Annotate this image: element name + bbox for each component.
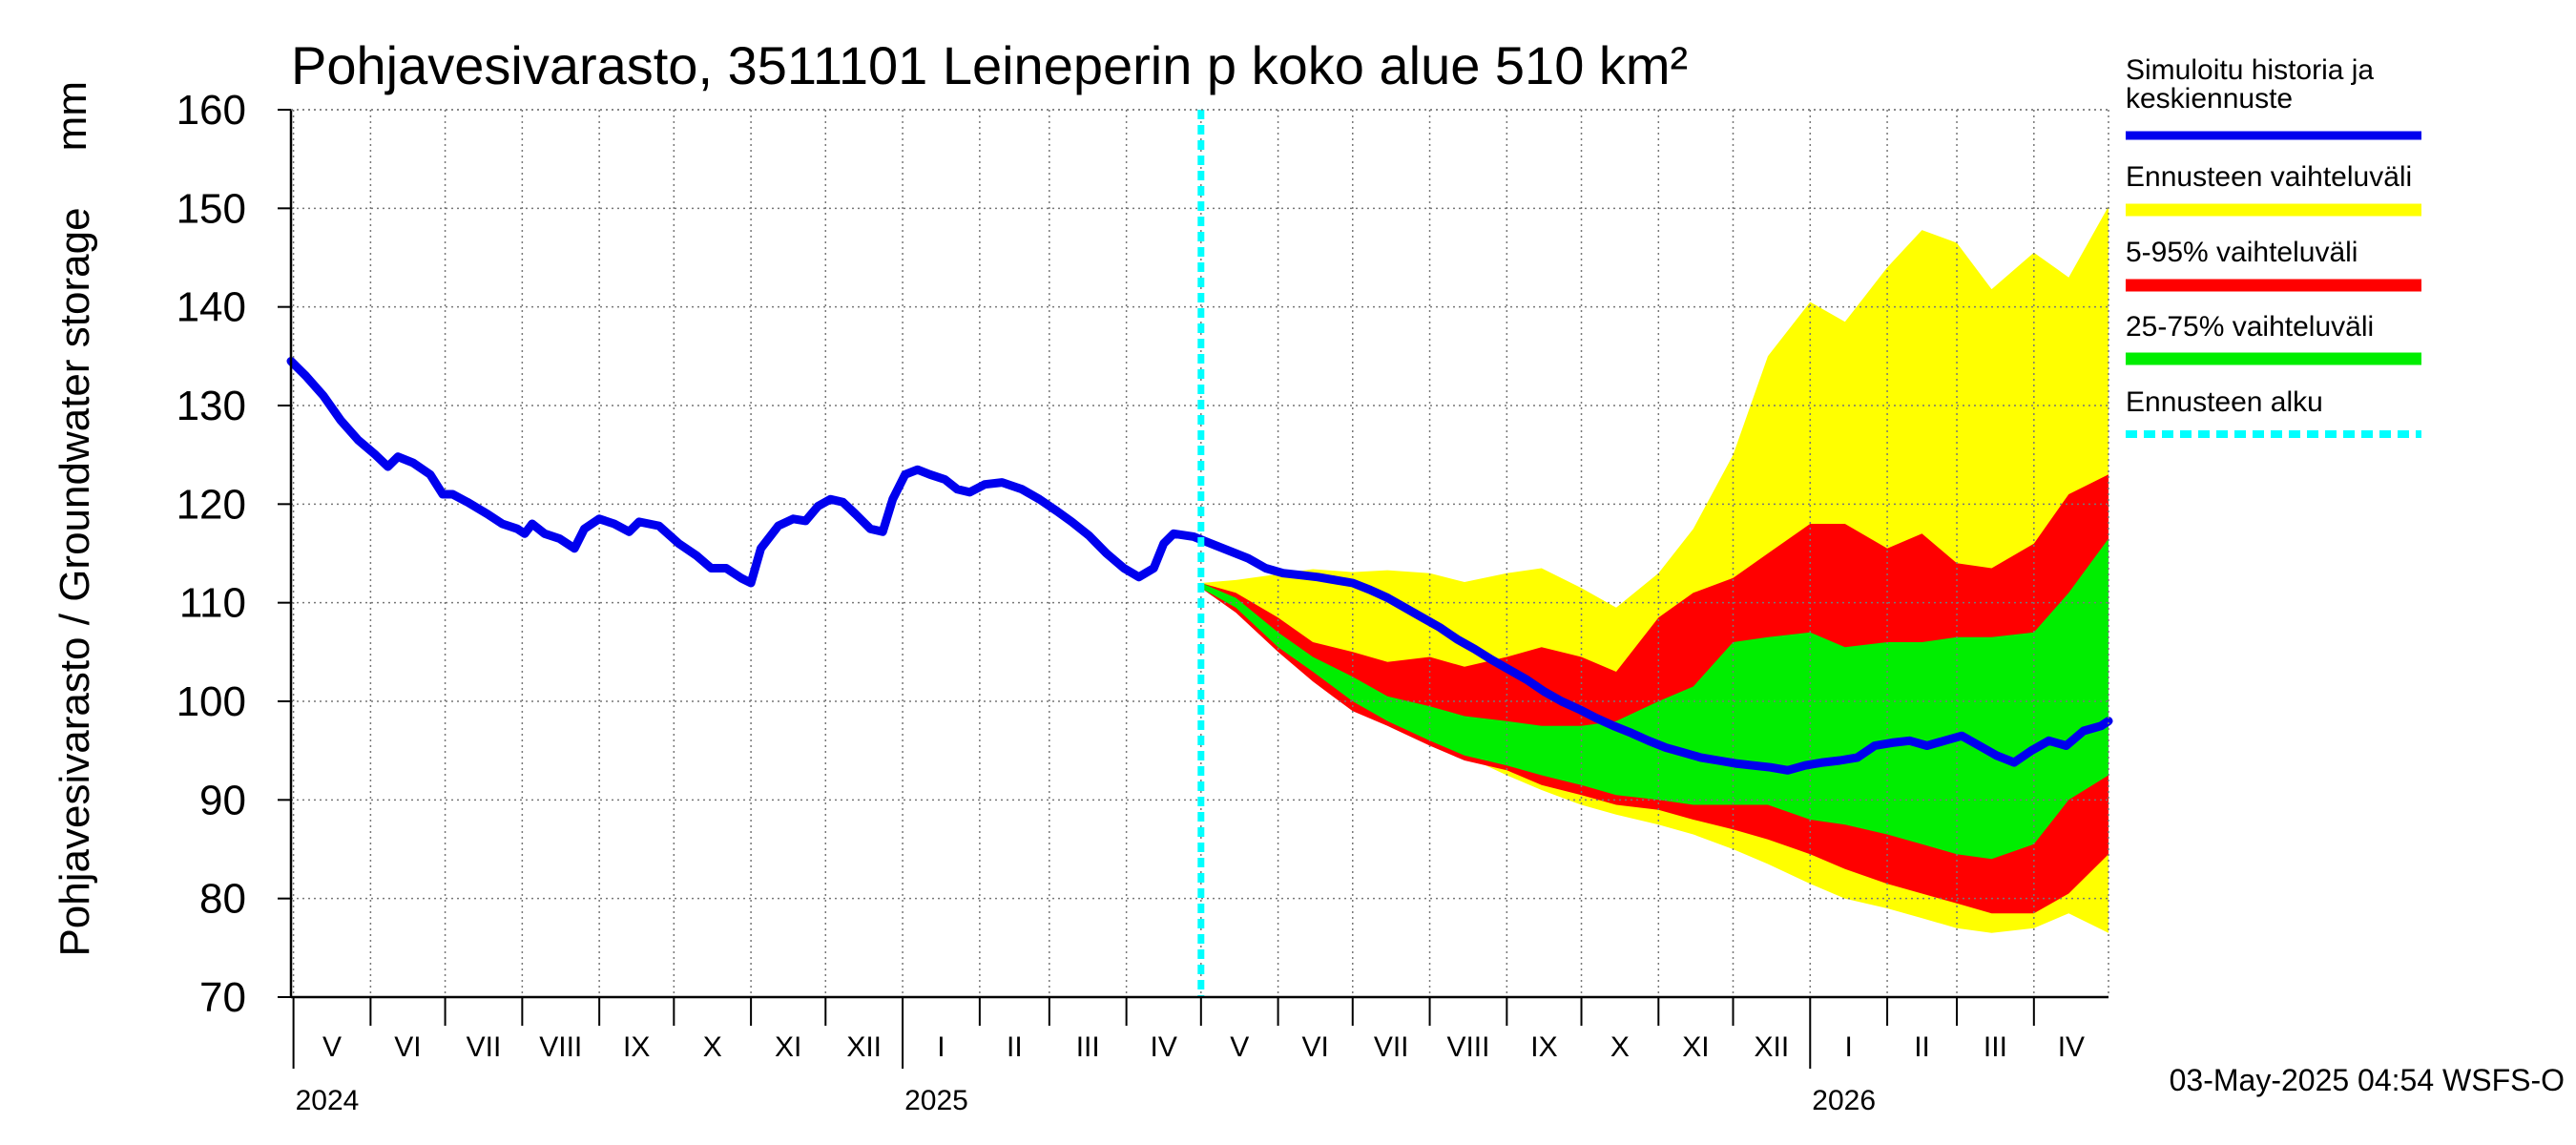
chart-title: Pohjavesivarasto, 3511101 Leineperin p k… [291,35,1688,95]
x-month-label: I [1844,1031,1852,1063]
x-month-label: IX [1530,1031,1557,1063]
x-month-label: VII [1374,1031,1409,1063]
x-month-label: V [1230,1031,1249,1063]
y-tick-label: 100 [177,678,246,725]
y-tick-label: 80 [199,876,246,923]
legend-label: Simuloitu historia ja [2126,54,2374,86]
axes [289,109,2109,999]
x-month-label: IV [2058,1031,2085,1063]
series-layer [286,357,2113,775]
x-month-label: II [1914,1031,1930,1063]
x-year-label: 2025 [904,1085,968,1116]
x-month-label: XI [775,1031,801,1063]
y-tick-labels: 70 80 90 100 110 120 130 140 150 160 [177,87,291,1021]
y-tick-label: 70 [199,974,246,1021]
y-tick-label: 140 [177,284,246,331]
legend-label: 5-95% vaihteluväli [2126,237,2358,268]
y-tick-label: 110 [179,580,246,627]
legend-label: Ennusteen alku [2126,386,2323,418]
y-axis-label: Pohjavesivarasto / Groundwater storage [52,207,98,956]
legend-label: keskiennuste [2126,83,2293,114]
x-month-label: VIII [539,1031,582,1063]
x-month-label: I [937,1031,945,1063]
x-month-label: X [1610,1031,1630,1063]
y-tick-label: 150 [177,185,246,232]
y-tick-label: 90 [199,777,246,823]
x-month-label: IV [1151,1031,1177,1063]
x-month-label: V [322,1031,342,1063]
series-line-mean [286,357,2113,775]
x-month-label: VI [1302,1031,1329,1063]
x-month-label: II [1007,1031,1023,1063]
x-month-label: VI [394,1031,421,1063]
y-tick-label: 120 [177,481,246,528]
y-tick-label: 130 [177,383,246,429]
band-range-25-75 [1200,538,2109,860]
y-tick-label: 160 [177,87,246,134]
legend-label: Ennusteen vaihteluväli [2126,161,2412,193]
x-month-label: III [1076,1031,1100,1063]
x-month-label: III [1984,1031,2007,1063]
forecast-bands [1200,206,2109,933]
x-month-label: XII [846,1031,882,1063]
timestamp-footer: 03-May-2025 04:54 WSFS-O [2170,1063,2565,1097]
y-axis-unit: mm [49,81,95,151]
x-month-label: VII [467,1031,502,1063]
x-month-label: XII [1755,1031,1790,1063]
x-month-label: X [703,1031,722,1063]
x-month-label: XI [1682,1031,1709,1063]
x-year-label: 2024 [296,1085,360,1116]
x-axis-months: V VI VII VIII IX X XI XII I II III IV V VI VII VIII IX X X… [292,997,2085,1116]
x-year-label: 2026 [1812,1085,1876,1116]
x-month-label: IX [623,1031,650,1063]
legend-label: 25-75% vaihteluväli [2126,311,2374,343]
grid [291,109,2109,997]
x-month-label: VIII [1446,1031,1489,1063]
